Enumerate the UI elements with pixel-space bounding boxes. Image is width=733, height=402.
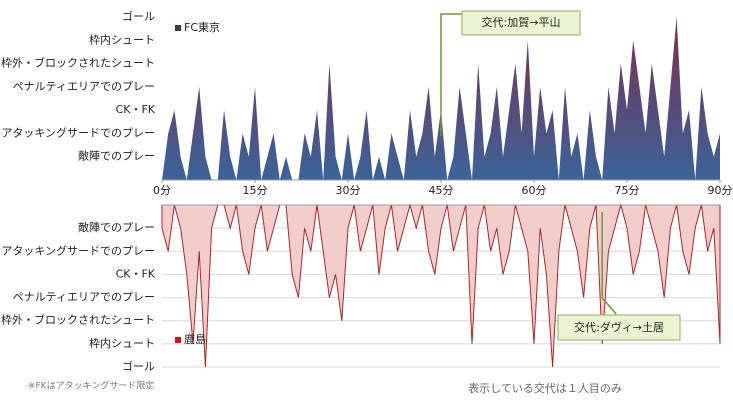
- annotation-box: [461, 10, 581, 36]
- x-tick-label: 75分: [615, 184, 640, 197]
- legend-label: FC東京: [184, 20, 220, 34]
- y-tick-label: ペナルティエリアでのプレー: [13, 291, 155, 304]
- y-tick-label: 枠内シュート: [89, 32, 155, 46]
- annotation: 交代:ダヴィ→土居: [574, 320, 664, 334]
- y-tick-label: アタッキングサードでのプレー: [1, 125, 155, 139]
- area: [161, 203, 721, 368]
- y-tick-label: 敵陣でのプレー: [78, 150, 155, 163]
- x-tick-label: 45分: [429, 184, 454, 197]
- legend-marker: [175, 25, 181, 31]
- leader-line: [601, 212, 617, 315]
- y-tick-label: CK・FK: [116, 103, 156, 116]
- y-tick-label: 枠外・ブロックされたシュート: [1, 313, 155, 327]
- annotation: 交代:加賀→平山: [482, 15, 561, 29]
- legend-marker: [175, 337, 181, 343]
- x-tick-label: 60分: [522, 184, 547, 197]
- area: [162, 17, 720, 180]
- annotation-box: [557, 314, 681, 341]
- footnote: 表示している交代は１人目のみ: [468, 381, 622, 395]
- y-tick-label: 枠外・ブロックされたシュート: [1, 56, 155, 70]
- y-tick-label: 敵陣でのプレー: [78, 221, 155, 234]
- x-tick-label: 0分: [153, 184, 171, 197]
- leader-line: [440, 13, 462, 136]
- y-tick-label: CK・FK: [116, 267, 156, 280]
- legend-label: 鹿島: [184, 332, 206, 346]
- y-tick-label: 枠内シュート: [89, 336, 155, 350]
- x-tick-label: 15分: [243, 184, 268, 197]
- footnote: ※FKはアタッキングサード限定: [28, 380, 154, 392]
- y-tick-label: アタッキングサードでのプレー: [1, 243, 155, 257]
- y-tick-label: ペナルティエリアでのプレー: [13, 80, 155, 93]
- y-tick-label: ゴール: [122, 9, 155, 23]
- y-tick-label: ゴール: [122, 359, 155, 373]
- x-tick-label: 90分: [708, 184, 733, 197]
- x-tick-label: 30分: [336, 184, 361, 197]
